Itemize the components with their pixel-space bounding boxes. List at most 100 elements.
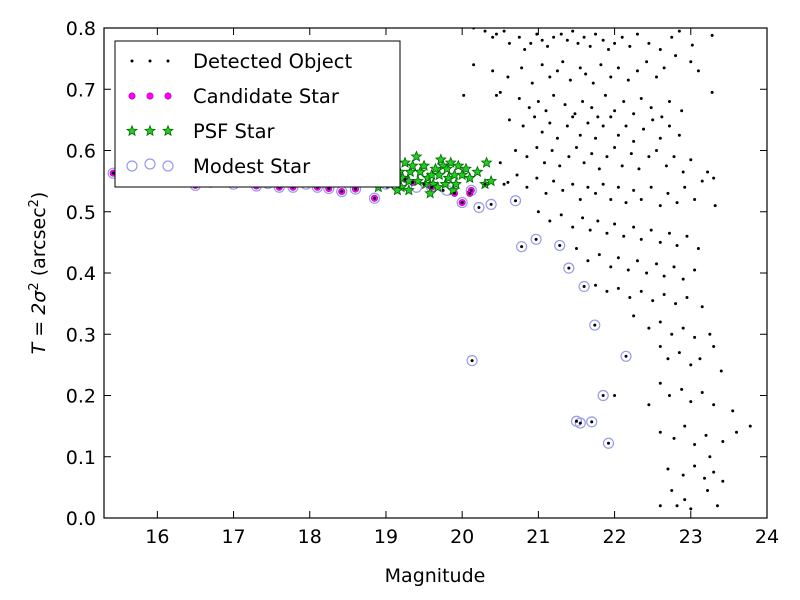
detected-object-point: [670, 35, 674, 39]
detected-object-point: [489, 202, 493, 206]
detected-object-point: [601, 38, 605, 42]
detected-object-point: [586, 121, 590, 125]
detected-object-point: [491, 69, 495, 73]
detected-object-point: [672, 265, 676, 269]
detected-object-point: [599, 63, 603, 67]
detected-object-point: [616, 66, 620, 70]
detected-object-point: [555, 69, 559, 73]
detected-object-point: [514, 199, 518, 203]
detected-object-point: [616, 185, 620, 189]
detected-object-point: [689, 507, 693, 511]
legend-label: Modest Star: [193, 155, 311, 178]
detected-object-point: [582, 161, 586, 165]
detected-object-point: [658, 430, 662, 434]
detected-object-point: [571, 182, 575, 186]
detected-object-point: [544, 191, 548, 195]
detected-object-point: [658, 504, 662, 508]
detected-object-point: [632, 112, 636, 116]
detected-object-point: [594, 283, 598, 287]
detected-object-point: [613, 145, 617, 149]
detected-object-point: [453, 191, 457, 195]
detected-object-point: [353, 187, 357, 191]
detected-object-point: [552, 93, 556, 97]
detected-object-point: [667, 231, 671, 235]
psf-star-point: [399, 156, 411, 168]
detected-object-point: [649, 228, 653, 232]
detected-object-point: [662, 66, 666, 70]
detected-object-point: [655, 149, 658, 152]
detected-object-point: [626, 268, 630, 272]
y-tick-label: 0.2: [66, 386, 96, 408]
detected-object-point: [721, 439, 725, 443]
y-tick-label: 0.1: [66, 447, 96, 469]
detected-object-point: [502, 29, 506, 33]
detected-object-point: [613, 222, 617, 226]
detected-object-point: [609, 115, 613, 119]
modest-star-point: [578, 280, 590, 293]
detected-object-point: [468, 191, 472, 195]
detected-object-point: [672, 155, 676, 159]
detected-object-point: [658, 136, 662, 140]
detected-object-point: [735, 430, 739, 434]
legend-marker: [144, 124, 156, 137]
detected-object-point: [635, 69, 639, 73]
detected-object-point: [645, 60, 649, 64]
detected-object-point: [712, 176, 716, 180]
detected-object-point: [609, 265, 613, 269]
detected-object-point: [411, 180, 415, 184]
detected-object-point: [706, 488, 710, 492]
legend-marker: [148, 59, 152, 63]
detected-object-point: [683, 185, 687, 189]
x-tick-label: 23: [679, 526, 703, 548]
x-tick-label: 17: [221, 526, 245, 548]
psf-star-point: [434, 153, 447, 165]
detected-object-point: [552, 35, 556, 39]
detected-object-point: [651, 299, 655, 303]
detected-object-point: [536, 210, 540, 214]
detected-object-point: [681, 473, 685, 477]
detected-object-point: [514, 149, 518, 152]
detected-object-point: [674, 54, 678, 58]
detected-object-point: [561, 60, 565, 64]
detected-object-point: [462, 93, 466, 97]
legend-entry-psf-star: PSF Star: [126, 120, 276, 143]
detected-object-point: [573, 112, 577, 116]
detected-object-point: [601, 124, 605, 128]
detected-object-point: [548, 75, 552, 79]
psf-star-point: [433, 168, 446, 181]
modest-star-point: [620, 350, 632, 362]
detected-object-point: [590, 106, 594, 110]
detected-object-point: [576, 41, 580, 45]
detected-object-point: [710, 90, 714, 94]
psf-star-point: [431, 180, 444, 193]
psf-star-point: [412, 174, 424, 187]
detected-object-point: [700, 179, 704, 183]
psf-star-point: [410, 150, 423, 162]
detected-object-point: [582, 284, 586, 288]
legend-label: Detected Object: [193, 50, 352, 73]
detected-object-point: [533, 115, 537, 119]
detected-object-point: [373, 196, 377, 200]
detected-object-point: [696, 247, 700, 250]
detected-object-point: [601, 182, 605, 186]
modest-star-point: [485, 198, 497, 210]
detected-object-point: [596, 219, 600, 223]
detected-object-point: [704, 433, 708, 437]
psf-star-point: [444, 156, 457, 168]
detected-object-point: [624, 124, 628, 128]
detected-object-point: [422, 182, 426, 186]
detected-object-point: [491, 35, 495, 39]
modest-star-point: [473, 201, 485, 214]
y-tick-label: 0.3: [66, 324, 96, 346]
detected-object-point: [632, 225, 636, 229]
detected-object-point: [530, 81, 534, 85]
detected-object-point: [706, 170, 710, 174]
detected-object-point: [559, 32, 563, 36]
x-tick-label: 21: [526, 526, 550, 548]
detected-object-point: [567, 155, 571, 159]
x-tick-label: 20: [450, 526, 474, 548]
detected-object-point: [535, 32, 539, 36]
detected-object-point: [552, 179, 556, 183]
detected-object-point: [715, 504, 719, 508]
